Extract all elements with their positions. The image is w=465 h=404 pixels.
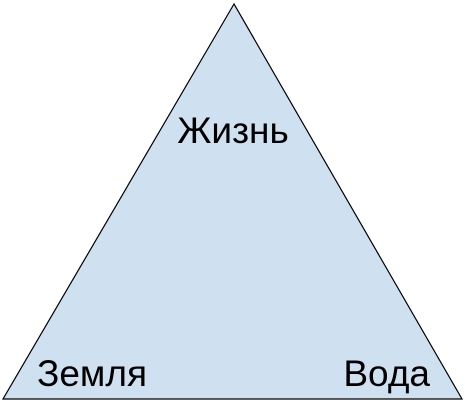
label-earth: Земля — [37, 353, 147, 394]
label-life: Жизнь — [177, 110, 289, 151]
label-water: Вода — [343, 353, 430, 394]
